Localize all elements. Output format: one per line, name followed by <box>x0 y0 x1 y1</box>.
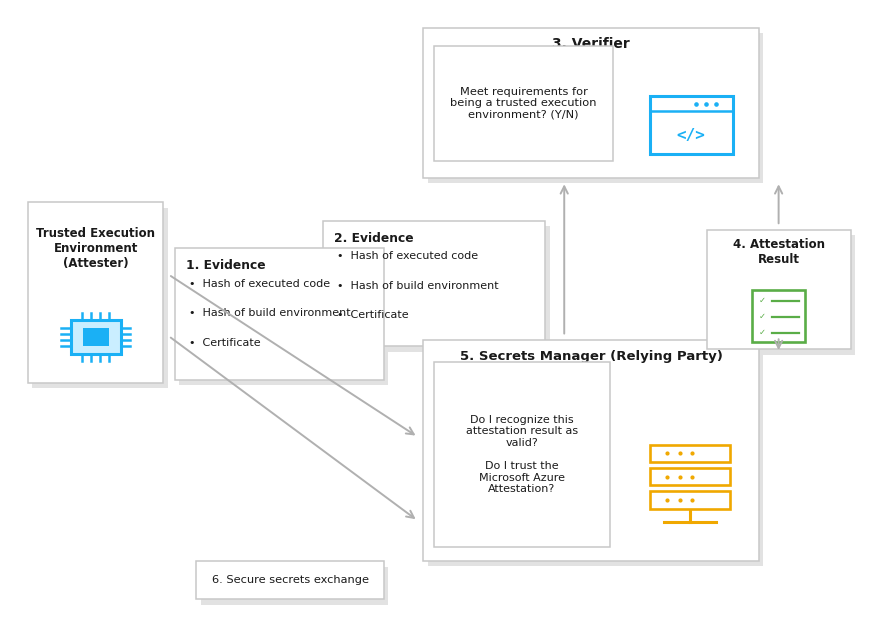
Text: •  Certificate: • Certificate <box>189 338 260 348</box>
Bar <box>32 208 167 389</box>
Text: •  Certificate: • Certificate <box>336 310 409 320</box>
Bar <box>83 328 109 346</box>
Text: Meet requirements for
being a trusted execution
environment? (Y/N): Meet requirements for being a trusted ex… <box>450 87 596 120</box>
Bar <box>71 319 120 354</box>
Text: Do I recognize this
attestation result as
valid?

Do I trust the
Microsoft Azure: Do I recognize this attestation result a… <box>465 415 578 494</box>
Bar <box>201 567 388 604</box>
Text: 4. Attestation
Result: 4. Attestation Result <box>732 238 825 266</box>
Bar <box>433 46 613 161</box>
Bar <box>424 340 759 561</box>
Bar <box>427 346 764 566</box>
Text: 1. Evidence: 1. Evidence <box>186 259 265 272</box>
Bar <box>650 96 732 154</box>
Bar <box>433 362 610 547</box>
Bar <box>650 491 731 509</box>
Bar <box>650 468 731 485</box>
Text: •  Hash of executed code: • Hash of executed code <box>336 251 478 261</box>
Text: ✓: ✓ <box>758 312 765 321</box>
Bar <box>28 202 163 383</box>
Bar <box>197 561 384 599</box>
Text: Trusted Execution
Environment
(Attester): Trusted Execution Environment (Attester) <box>36 227 155 270</box>
Text: </>: </> <box>677 127 706 142</box>
Text: 3. Verifier: 3. Verifier <box>552 38 630 51</box>
Text: ✓: ✓ <box>758 296 765 306</box>
Bar <box>427 33 764 183</box>
Text: ✓: ✓ <box>758 328 765 338</box>
Text: •  Hash of executed code: • Hash of executed code <box>189 279 329 289</box>
Bar <box>328 226 550 352</box>
Bar <box>752 290 805 342</box>
Bar <box>650 445 731 462</box>
Text: 2. Evidence: 2. Evidence <box>335 232 414 244</box>
Bar <box>711 236 855 355</box>
Bar <box>424 28 759 178</box>
Bar <box>174 248 384 380</box>
Text: •  Hash of build environment: • Hash of build environment <box>189 308 350 318</box>
Bar <box>323 221 546 346</box>
Text: 5. Secrets Manager (Relying Party): 5. Secrets Manager (Relying Party) <box>459 350 723 363</box>
Text: 6. Secure secrets exchange: 6. Secure secrets exchange <box>212 575 368 585</box>
Bar <box>179 254 388 386</box>
Bar <box>707 230 851 349</box>
Text: •  Hash of build environment: • Hash of build environment <box>336 281 498 291</box>
